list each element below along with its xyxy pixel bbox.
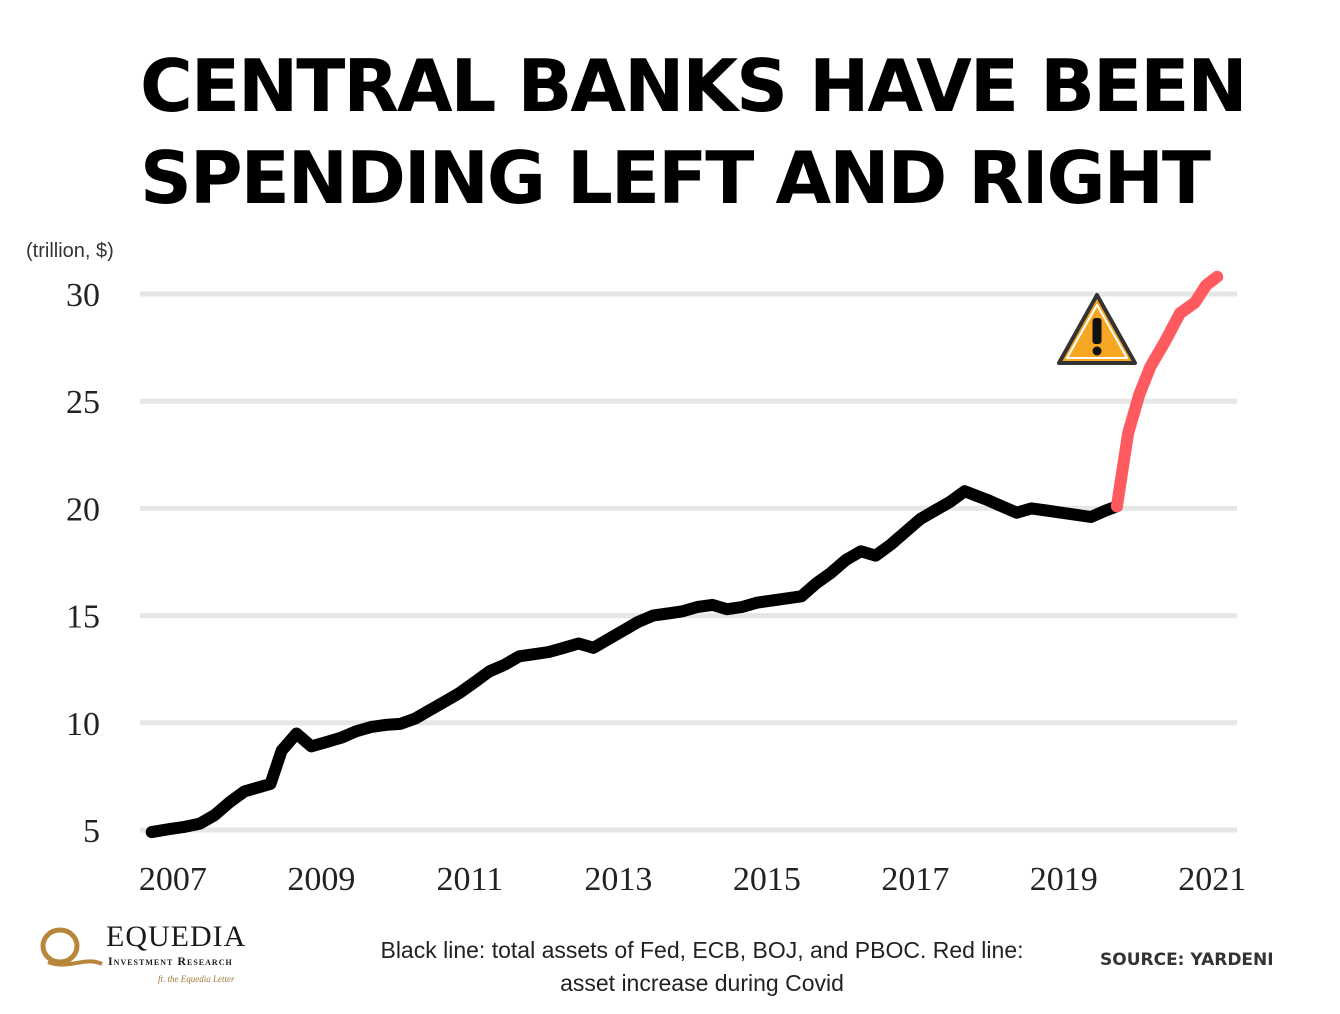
caption-line-2: asset increase during Covid [560, 970, 844, 996]
logo-tagline: ft. the Equedia Letter [158, 974, 235, 984]
series-line-total_assets [145, 485, 1123, 839]
series-line-covid_increase [1110, 270, 1224, 513]
y-tick-label: 5 [83, 813, 100, 850]
title-line-1: CENTRAL BANKS HAVE BEEN [140, 44, 1248, 128]
y-tick-label: 30 [66, 277, 100, 314]
logo-name: EQUEDIA [106, 920, 247, 953]
logo-mark-icon [40, 927, 103, 967]
chart-caption: Black line: total assets of Fed, ECB, BO… [360, 934, 1044, 1000]
equedia-logo: EQUEDIA Investment Research ft. the Eque… [38, 918, 268, 988]
y-tick-labels: 5 10 15 20 25 30 [66, 277, 100, 850]
chart-title: CENTRAL BANKS HAVE BEEN SPENDING LEFT AN… [140, 40, 1290, 224]
y-axis-unit-label: (trillion, $) [26, 240, 114, 262]
x-tick-label: 2015 [733, 861, 801, 898]
x-tick-labels: 2007 2009 2011 2013 2015 2017 2019 2021 [139, 861, 1246, 898]
warning-triangle-icon [1057, 293, 1137, 365]
y-tick-label: 20 [66, 491, 100, 528]
logo-subtitle: Investment Research [108, 954, 233, 968]
line-chart: 5 10 15 20 25 30 2007 2009 2011 2013 2015 2017 2019… [66, 270, 1246, 898]
x-tick-label: 2019 [1030, 861, 1098, 898]
gridlines [140, 291, 1237, 833]
y-tick-label: 25 [66, 384, 100, 421]
x-tick-label: 2021 [1178, 861, 1246, 898]
title-line-2: SPENDING LEFT AND RIGHT [140, 136, 1211, 220]
y-tick-label: 10 [66, 706, 100, 743]
x-tick-label: 2007 [139, 861, 207, 898]
y-tick-label: 15 [66, 599, 100, 636]
source-label: SOURCE: YARDENI [1100, 950, 1274, 970]
series-lines [145, 270, 1224, 839]
x-tick-label: 2011 [436, 861, 503, 898]
caption-line-1: Black line: total assets of Fed, ECB, BO… [380, 937, 1024, 963]
x-tick-label: 2017 [881, 861, 949, 898]
x-tick-label: 2009 [287, 861, 355, 898]
x-tick-label: 2013 [584, 861, 652, 898]
